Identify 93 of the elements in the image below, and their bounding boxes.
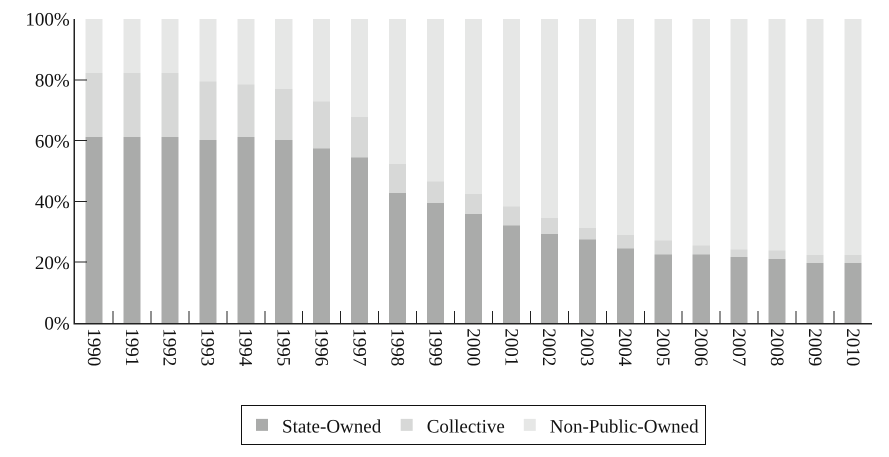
legend-label: Non-Public-Owned bbox=[550, 416, 700, 438]
bar bbox=[540, 234, 558, 323]
x-tick-label: 1996 bbox=[310, 328, 332, 366]
bar bbox=[389, 19, 406, 164]
x-tick-label: 2002 bbox=[538, 328, 560, 366]
bar bbox=[427, 203, 444, 323]
bar bbox=[389, 164, 406, 193]
y-tick-label: 40% bbox=[34, 192, 70, 214]
x-tick-label: 2009 bbox=[804, 328, 825, 366]
bar bbox=[123, 136, 140, 323]
bar bbox=[730, 257, 748, 323]
y-tick-label: 60% bbox=[34, 131, 70, 152]
bar bbox=[313, 102, 330, 148]
bar bbox=[616, 235, 634, 249]
bar bbox=[464, 214, 482, 323]
x-tick-label: 2007 bbox=[728, 328, 749, 366]
bar bbox=[692, 245, 710, 254]
y-tick-label: 80% bbox=[34, 70, 70, 92]
x-tick-label: 1993 bbox=[196, 328, 218, 366]
bar bbox=[237, 136, 254, 323]
bar bbox=[768, 19, 786, 250]
bar bbox=[654, 254, 672, 323]
bar bbox=[806, 262, 824, 323]
x-tick-label: 2001 bbox=[500, 328, 522, 366]
x-tick-label: 2006 bbox=[690, 328, 712, 366]
bar bbox=[237, 19, 254, 84]
x-tick-label: 1991 bbox=[120, 328, 142, 366]
bar bbox=[85, 19, 103, 73]
x-tick-label: 1998 bbox=[386, 328, 408, 366]
bar bbox=[161, 72, 178, 137]
bar bbox=[502, 206, 520, 226]
bar bbox=[578, 19, 596, 228]
bar bbox=[123, 19, 140, 73]
bar bbox=[616, 248, 634, 323]
bar bbox=[692, 254, 710, 323]
bar bbox=[199, 81, 216, 140]
bar bbox=[730, 249, 748, 258]
bar bbox=[692, 19, 710, 246]
bar bbox=[351, 157, 368, 323]
bar bbox=[85, 136, 103, 323]
bar bbox=[806, 255, 824, 263]
x-tick-label: 2003 bbox=[576, 328, 598, 366]
bar bbox=[654, 19, 672, 241]
bar bbox=[844, 19, 862, 256]
bar bbox=[578, 228, 596, 240]
bar bbox=[464, 19, 482, 194]
bar bbox=[275, 19, 292, 90]
x-tick-label: 2010 bbox=[842, 328, 863, 366]
y-tick-label: 100% bbox=[25, 10, 70, 31]
bar bbox=[161, 136, 178, 323]
bar bbox=[85, 72, 103, 137]
bar bbox=[540, 218, 558, 234]
x-tick-label: 1990 bbox=[82, 328, 104, 366]
bar bbox=[351, 19, 368, 117]
bar bbox=[654, 240, 672, 254]
bar bbox=[502, 225, 520, 323]
legend-label: Collective bbox=[426, 416, 505, 438]
bar bbox=[199, 19, 216, 82]
y-tick-label: 0% bbox=[44, 314, 70, 335]
bar bbox=[427, 19, 444, 182]
x-tick-label: 1997 bbox=[348, 328, 370, 366]
bar bbox=[768, 258, 786, 323]
bar bbox=[351, 116, 368, 158]
x-tick-label: 1999 bbox=[424, 328, 446, 366]
bar bbox=[578, 240, 596, 323]
x-tick-label: 1992 bbox=[158, 328, 180, 366]
bar bbox=[844, 255, 862, 263]
bar bbox=[123, 72, 140, 137]
bar bbox=[464, 194, 482, 214]
x-tick-label: 2005 bbox=[652, 328, 674, 366]
bar bbox=[502, 19, 520, 206]
x-tick-label: 2000 bbox=[462, 328, 484, 366]
bar bbox=[313, 19, 330, 102]
y-tick-label: 20% bbox=[34, 252, 70, 274]
bar bbox=[275, 140, 292, 323]
bar bbox=[540, 19, 558, 218]
bar bbox=[844, 262, 862, 323]
x-tick-label: 1995 bbox=[272, 328, 294, 366]
bar bbox=[275, 89, 292, 140]
bar bbox=[768, 250, 786, 259]
bar bbox=[313, 148, 330, 323]
bar bbox=[199, 140, 216, 323]
bar bbox=[806, 19, 824, 256]
bar bbox=[616, 19, 634, 236]
legend-label: State-Owned bbox=[282, 416, 382, 438]
bar bbox=[427, 181, 444, 204]
x-tick-label: 2008 bbox=[766, 328, 787, 366]
bar bbox=[389, 192, 406, 323]
bar bbox=[237, 84, 254, 137]
bar bbox=[161, 19, 178, 73]
x-tick-label: 1994 bbox=[234, 328, 256, 367]
bar bbox=[730, 19, 748, 250]
x-tick-label: 2004 bbox=[614, 328, 636, 367]
